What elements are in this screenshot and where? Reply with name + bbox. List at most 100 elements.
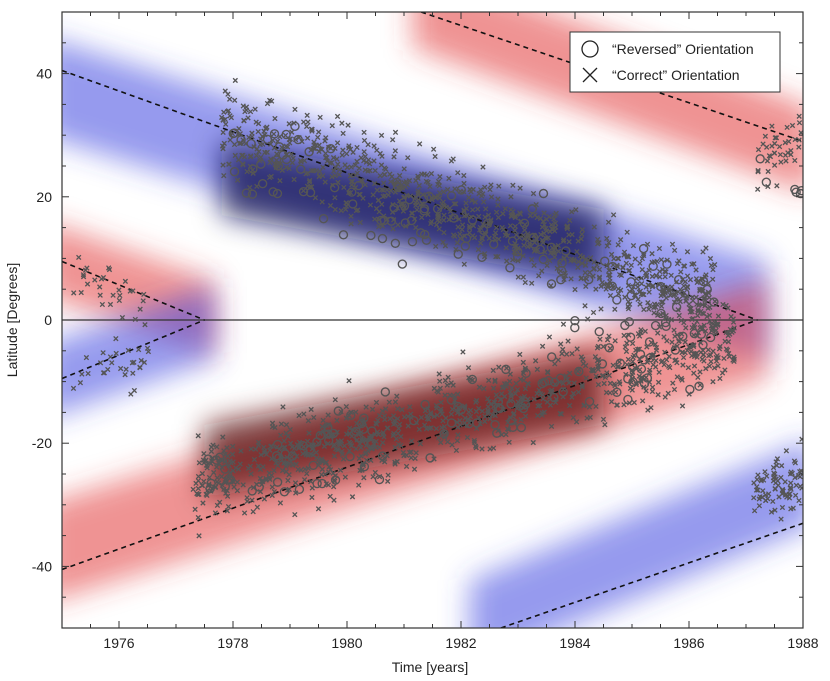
correct-point (493, 209, 500, 215)
reversed-point (359, 461, 370, 472)
correct-point (226, 161, 232, 167)
correct-point (473, 399, 479, 405)
correct-point (772, 140, 778, 147)
correct-point (372, 216, 378, 222)
correct-point (788, 486, 794, 492)
correct-point (396, 172, 403, 179)
correct-point (123, 366, 129, 372)
correct-point (537, 402, 543, 409)
reversed-point (472, 418, 482, 428)
correct-point (495, 202, 501, 208)
correct-point (679, 403, 686, 409)
correct-point (200, 500, 206, 506)
correct-point (332, 195, 338, 201)
correct-point (776, 143, 783, 150)
reversed-point (366, 439, 376, 450)
correct-point (637, 301, 643, 307)
correct-point (487, 416, 493, 422)
correct-point (712, 298, 718, 305)
correct-point (281, 438, 287, 444)
correct-point (400, 450, 406, 456)
correct-point (271, 488, 278, 495)
correct-point (797, 483, 803, 490)
correct-point (195, 473, 202, 480)
correct-point (647, 302, 653, 309)
correct-point (635, 296, 641, 302)
reversed-point (273, 161, 283, 171)
reversed-point (556, 274, 566, 285)
correct-point (428, 219, 435, 225)
correct-point (691, 363, 698, 369)
correct-point (249, 134, 255, 140)
correct-point (83, 354, 90, 361)
reversed-point (419, 206, 429, 216)
reversed-point (626, 277, 636, 287)
correct-point (247, 108, 254, 115)
correct-point (529, 280, 535, 286)
correct-point (373, 399, 380, 406)
reversed-point (348, 199, 358, 209)
correct-point (582, 362, 589, 369)
reversed-point (377, 233, 388, 244)
correct-point (580, 356, 586, 362)
correct-point (356, 191, 362, 198)
correct-point (343, 403, 350, 410)
correct-point (468, 189, 474, 195)
correct-point (479, 446, 485, 452)
correct-point (778, 474, 784, 481)
reversed-point (432, 204, 443, 214)
correct-point (702, 303, 708, 309)
correct-point (481, 385, 487, 392)
correct-point (653, 347, 660, 353)
correct-point (438, 439, 444, 446)
correct-point (421, 171, 427, 177)
series-reversed (203, 121, 803, 497)
correct-point (476, 213, 482, 220)
correct-point (440, 189, 447, 195)
reversed-point (662, 259, 672, 269)
correct-point (339, 120, 345, 126)
correct-point (229, 451, 236, 458)
correct-point (542, 249, 548, 255)
correct-point (612, 338, 618, 344)
correct-point (235, 157, 242, 163)
reversed-point (671, 302, 682, 312)
reversed-point (561, 246, 571, 256)
correct-point (603, 286, 609, 292)
correct-point (304, 135, 311, 141)
correct-point (770, 475, 777, 481)
correct-point (441, 229, 447, 236)
correct-point (378, 132, 385, 139)
correct-point (348, 409, 354, 415)
correct-point (568, 276, 574, 282)
correct-point (779, 504, 786, 511)
correct-point (234, 177, 241, 183)
correct-point (309, 126, 315, 133)
correct-point (327, 493, 333, 500)
correct-point (513, 380, 519, 387)
reversed-point (386, 216, 396, 226)
reversed-point (627, 361, 638, 372)
correct-point (203, 491, 209, 497)
reversed-point (456, 405, 466, 415)
correct-point (575, 238, 581, 244)
correct-point (301, 477, 308, 483)
correct-point (470, 207, 476, 213)
correct-point (337, 467, 344, 473)
correct-point (248, 446, 254, 452)
correct-point (782, 492, 788, 498)
correct-point (758, 478, 764, 484)
correct-point (683, 325, 689, 331)
polarity-band-positive (412, 12, 803, 191)
correct-point (347, 189, 354, 196)
correct-point (623, 348, 630, 355)
correct-point (372, 469, 378, 476)
correct-point (623, 260, 630, 266)
correct-point (651, 304, 657, 311)
correct-point (442, 243, 449, 249)
correct-point (263, 125, 269, 131)
correct-point (612, 382, 618, 389)
correct-point (668, 272, 674, 279)
reversed-point (294, 484, 305, 495)
